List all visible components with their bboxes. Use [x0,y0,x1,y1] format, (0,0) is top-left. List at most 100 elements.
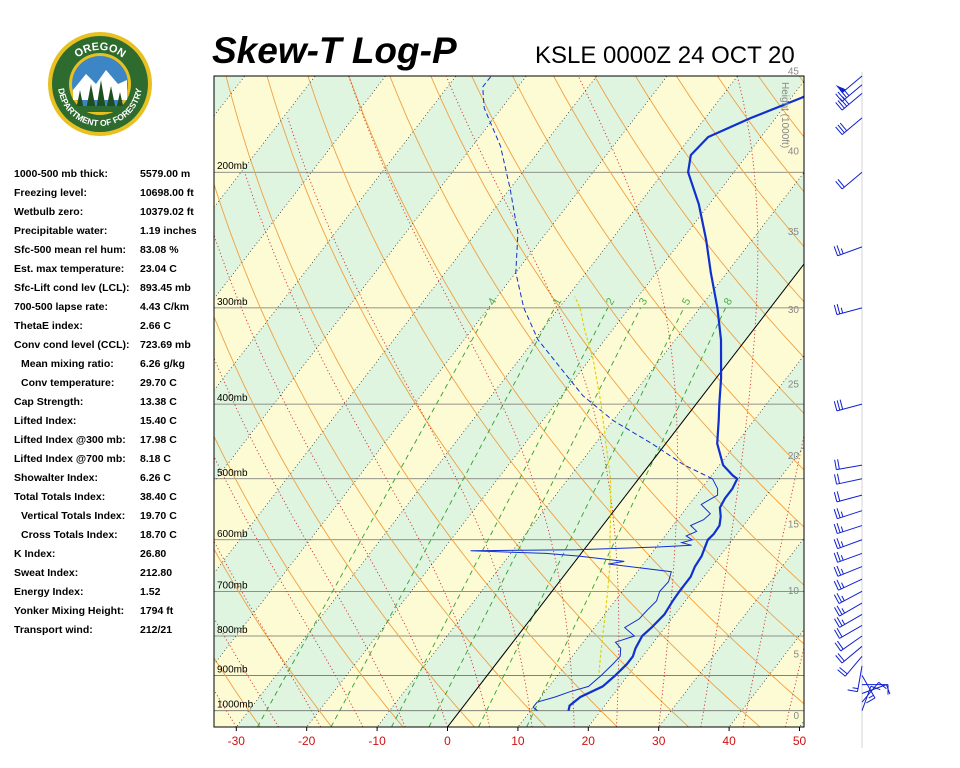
isotherm-band [0,0,138,743]
height-tick-label: 25 [788,379,800,390]
index-label: K Index: [14,548,56,560]
wind-barb [834,614,863,628]
isotherm-band [214,76,738,727]
index-label: ThetaE index: [14,320,83,332]
isotherm-band [377,172,804,727]
wind-barb [861,675,876,704]
index-value: 10698.00 ft [140,187,194,199]
index-label: Precipitable water: [14,225,108,237]
pressure-label: 300mb [217,297,248,308]
pressure-label: 400mb [217,393,248,404]
index-value: 23.04 C [140,263,177,275]
wind-barb [833,551,863,563]
temperature-tick-label: 20 [582,734,596,748]
wind-barb [834,473,863,485]
dry-adiabat [593,76,804,359]
index-value: 2.66 C [140,320,171,332]
wind-barb [835,645,863,664]
station-time-label: KSLE 0000Z 24 OCT 20 [535,42,795,69]
index-value: 26.80 [140,548,167,560]
wind-barb [835,117,863,135]
mixing-ratio-line [330,307,556,727]
index-label: Lifted Index @300 mb: [14,434,126,446]
dry-adiabat [348,76,804,705]
dry-adiabat [214,656,261,727]
moist-adiabat [742,433,804,727]
index-label: Showalter Index: [14,472,99,484]
moist-adiabat [214,689,237,727]
wind-barb [833,590,863,605]
index-value: 893.45 mb [140,282,191,294]
temperature-tick-label: -10 [368,734,386,748]
index-value: 1.52 [140,586,161,598]
index-row: Conv cond level (CCL): 723.69 mb [14,339,214,358]
mixing-ratio-label: 4 [486,296,499,307]
pressure-label: 900mb [217,664,248,675]
temperature-tick-label: 40 [722,734,736,748]
wind-barb [833,491,863,503]
index-label: Sweat Index: [14,567,79,579]
index-row: Conv temperature: 29.70 C [14,377,214,396]
wind-barb [833,508,863,520]
index-label: Transport wind: [14,624,93,636]
isotherm-band [0,0,68,743]
index-value: 6.26 g/kg [140,358,185,370]
logo-top-text: OREGON [72,41,127,61]
pressure-label: 700mb [217,580,248,591]
temperature-tick-label: -30 [228,734,246,748]
mixing-ratio-label: 1 [551,296,564,307]
dry-adiabat [225,76,618,727]
dry-adiabat [389,76,804,645]
temperature-tick-label: 30 [652,734,666,748]
dewpoint-profile-line [470,478,719,712]
isotherm-dotted [0,0,138,743]
dry-adiabat [266,76,690,727]
moist-adiabat [784,645,804,727]
wind-barb [837,655,863,677]
wind-barb [833,565,863,577]
wind-barb [834,624,863,639]
index-value: 723.69 mb [140,339,191,351]
isotherm-dotted [0,0,208,743]
isotherm-band [858,0,960,743]
height-tick-label: 15 [788,520,800,531]
temperature-tick-label: 10 [511,734,525,748]
index-label: Est. max temperature: [14,263,125,275]
index-row: Transport wind: 212/21 [14,624,214,643]
isotherm-band [214,76,245,116]
index-row: Showalter Index: 6.26 C [14,472,214,491]
mixing-ratio-line [478,307,685,727]
wind-barb [835,75,863,94]
index-value: 212.80 [140,567,173,579]
wind-barb [861,681,887,703]
dry-adiabat [856,0,960,743]
height-tick-label: 30 [788,305,800,316]
mixing-ratio-label: 3 [637,296,650,307]
isotherm-dotted [858,0,960,743]
pressure-label: 200mb [217,161,248,172]
temperature-tick-label: 50 [793,734,807,748]
mixing-ratio-line [428,307,641,727]
isotherm-dotted [214,76,668,666]
index-row: Cross Totals Index: 18.70 C [14,529,214,548]
index-value: 1.19 inches [140,225,197,237]
index-label: Yonker Mixing Height: [14,605,125,617]
index-label: Lifted Index @700 mb: [14,453,126,465]
index-row: 700-500 lapse rate: 4.43 C/km [14,301,214,320]
dry-adiabat [929,0,960,743]
wind-barb [862,684,889,695]
wind-barb [833,304,863,316]
mixing-ratio-line [391,307,609,727]
wind-barb [834,635,863,652]
isotherm-band [517,355,804,727]
moist-adiabat [577,76,678,727]
svg-text:OREGON: OREGON [72,41,127,61]
index-value: 10379.02 ft [140,206,194,218]
wind-barb [833,245,863,257]
parcel-profile-line [574,296,612,673]
pressure-label: 800mb [217,625,248,636]
moist-adiabat [244,172,491,727]
height-tick-label: 10 [788,586,800,597]
index-value: 5579.00 m [140,168,191,180]
